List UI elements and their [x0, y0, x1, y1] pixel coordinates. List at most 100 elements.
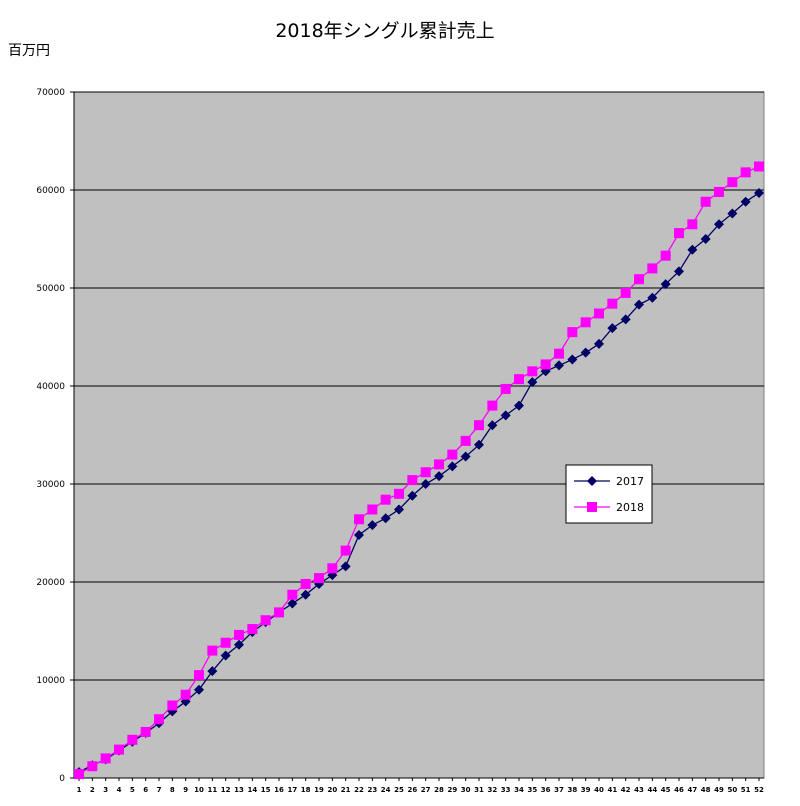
data-point: [274, 607, 284, 618]
data-point: [87, 761, 98, 772]
x-tick-label: 6: [143, 786, 148, 794]
legend-label: 2017: [616, 475, 644, 488]
data-point: [487, 420, 498, 431]
legend-marker: [587, 502, 597, 512]
data-point: [207, 666, 218, 677]
data-point: [500, 383, 511, 394]
data-point: [114, 744, 124, 755]
x-tick-label: 40: [594, 786, 604, 794]
data-point: [660, 250, 671, 261]
data-point: [340, 561, 351, 572]
x-tick-label: 11: [207, 786, 217, 794]
y-tick-label: 20000: [36, 578, 65, 588]
data-point: [567, 327, 578, 338]
legend-box: [565, 464, 653, 524]
data-point: [354, 529, 364, 540]
y-tick-label: 60000: [36, 186, 65, 196]
x-tick-label: 36: [541, 786, 551, 794]
y-tick-label: 40000: [36, 382, 65, 392]
data-point: [540, 359, 551, 370]
data-point: [474, 439, 484, 450]
x-tick-label: 42: [621, 786, 631, 794]
data-point: [687, 219, 698, 230]
data-point: [714, 219, 724, 230]
x-tick-label: 45: [661, 786, 671, 794]
data-point: [460, 435, 471, 446]
data-point: [234, 639, 244, 650]
x-axis-ticks: 1 2 3 4 5 6 7 8 9 10 11 12 13 14 15 16 17 18 19 20 21 22 23 24 2…: [77, 778, 764, 794]
axes: [73, 92, 764, 779]
x-tick-label: 3: [103, 786, 108, 794]
data-point: [527, 377, 538, 388]
chart-title: 2018年シングル累計売上: [275, 20, 494, 42]
x-tick-label: 7: [157, 786, 162, 794]
data-point: [234, 629, 244, 640]
x-tick-label: 2: [90, 786, 95, 794]
data-point: [434, 471, 444, 482]
data-point: [300, 578, 311, 589]
gridlines: [74, 91, 764, 681]
data-point: [580, 347, 591, 358]
data-point: [207, 645, 218, 656]
data-point: [554, 348, 564, 359]
legend-label: 2018: [616, 501, 644, 514]
data-point: [300, 589, 311, 600]
x-tick-label: 41: [607, 786, 617, 794]
x-tick-label: 14: [247, 786, 257, 794]
data-point: [687, 244, 698, 255]
legend-marker: [587, 476, 597, 486]
data-point: [247, 624, 258, 635]
x-tick-label: 27: [421, 786, 431, 794]
data-point: [727, 208, 738, 219]
y-tick-label: 50000: [36, 284, 65, 294]
series-line: [78, 165, 760, 775]
x-tick-label: 39: [581, 786, 591, 794]
data-point: [660, 279, 671, 290]
data-point: [634, 274, 644, 285]
data-point: [647, 292, 658, 303]
data-point: [514, 374, 524, 385]
y-axis-unit-label: 百万円: [8, 43, 50, 59]
data-point: [727, 177, 738, 188]
data-point: [740, 196, 751, 207]
data-point: [420, 479, 431, 489]
data-point: [367, 520, 378, 531]
x-tick-label: 34: [514, 786, 524, 794]
x-tick-label: 10: [194, 786, 204, 794]
x-tick-label: 35: [527, 786, 537, 794]
data-point: [220, 650, 231, 661]
data-point: [127, 734, 138, 745]
x-tick-label: 29: [447, 786, 457, 794]
x-tick-label: 19: [314, 786, 324, 794]
x-tick-label: 33: [501, 786, 511, 794]
x-tick-label: 49: [714, 786, 724, 794]
data-point: [420, 467, 431, 478]
data-point: [527, 366, 538, 377]
data-point: [354, 514, 364, 525]
data-point: [380, 494, 391, 505]
data-point: [447, 449, 458, 460]
data-point: [380, 513, 391, 524]
plot-area: [73, 91, 765, 779]
series-2018: [74, 161, 764, 780]
data-point: [407, 475, 418, 486]
data-point: [567, 354, 578, 365]
x-tick-label: 25: [394, 786, 404, 794]
x-tick-label: 15: [261, 786, 271, 794]
x-tick-label: 22: [354, 786, 364, 794]
data-point: [714, 186, 724, 197]
data-point: [460, 451, 471, 462]
data-point: [287, 598, 298, 609]
data-point: [74, 769, 84, 780]
data-point: [140, 726, 151, 737]
y-tick-label: 30000: [36, 480, 65, 490]
x-tick-label: 44: [647, 786, 657, 794]
data-point: [194, 670, 204, 681]
data-point: [447, 461, 458, 472]
data-point: [674, 228, 684, 239]
data-point: [700, 234, 711, 244]
data-point: [607, 298, 618, 309]
data-point: [500, 410, 511, 421]
data-point: [340, 545, 351, 556]
